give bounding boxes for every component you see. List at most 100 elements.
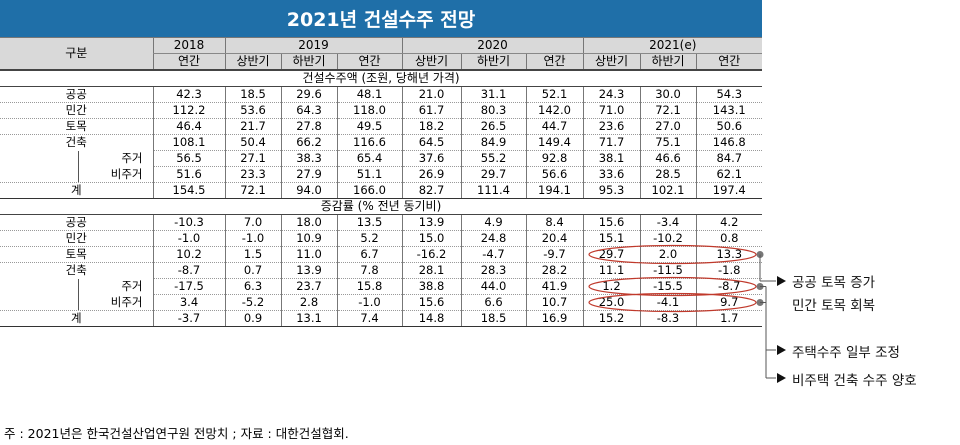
- table-cell: 80.3: [460, 102, 526, 119]
- table-cell: 28.3: [460, 262, 526, 279]
- row-label: 주거: [0, 278, 153, 295]
- table-cell: 0.7: [224, 262, 281, 279]
- table-cell: 21.7: [224, 118, 281, 135]
- table-cell: 25.0: [582, 294, 640, 311]
- row-label: 공공: [0, 86, 153, 103]
- table-cell: 11.0: [280, 246, 337, 263]
- table-cell: 27.1: [224, 150, 281, 167]
- section-label: 건설수주액 (조원, 당해년 가격): [0, 69, 763, 87]
- table-cell: 52.1: [525, 86, 583, 103]
- table-cell: 62.1: [695, 166, 763, 183]
- table-row: 건축 108.1 50.4 66.2 116.6 64.5 84.9 149.4 71.7 75.…: [0, 134, 763, 151]
- header-period: 하반기: [460, 53, 526, 71]
- row-label: 비주거: [0, 166, 153, 183]
- header-period: 하반기: [280, 53, 337, 71]
- table-cell: 71.7: [582, 134, 640, 151]
- table-cell: 7.4: [336, 310, 402, 327]
- table-cell: 3.4: [152, 294, 225, 311]
- table-cell: 0.9: [224, 310, 281, 327]
- table-cell: 56.6: [525, 166, 583, 183]
- table-cell: 1.5: [224, 246, 281, 263]
- table-cell: 5.2: [336, 230, 402, 247]
- table-cell: 108.1: [152, 134, 225, 151]
- table-cell: 111.4: [460, 182, 526, 199]
- table-row: 주거 56.5 27.1 38.3 65.4 37.6 55.2 92.8 38.1 46.6 84…: [0, 150, 763, 167]
- table-cell: 94.0: [280, 182, 337, 199]
- note-nonhousing: 비주택 건축 수주 양호: [792, 373, 917, 389]
- table-cell: -17.5: [152, 278, 225, 295]
- table-row: 계 -3.7 0.9 13.1 7.4 14.8 18.5 16.9 15.2 -8.3 1.7: [0, 310, 763, 327]
- table-cell: 1.7: [695, 310, 763, 327]
- table-row: 토목 10.2 1.5 11.0 6.7 -16.2 -4.7 -9.7 29.7 2.0 13.3: [0, 246, 763, 263]
- table-cell: 64.5: [401, 134, 461, 151]
- table-cell: 149.4: [525, 134, 583, 151]
- table-cell: 18.0: [280, 214, 337, 231]
- table-cell: 4.9: [460, 214, 526, 231]
- table-cell: 51.6: [152, 166, 225, 183]
- table-cell: -1.0: [336, 294, 402, 311]
- table-cell: 2.0: [639, 246, 696, 263]
- table-cell: 16.9: [525, 310, 583, 327]
- table-cell: 72.1: [224, 182, 281, 199]
- table-cell: 65.4: [336, 150, 402, 167]
- table-cell: 50.4: [224, 134, 281, 151]
- table-cell: 55.2: [460, 150, 526, 167]
- header-period: 연간: [152, 53, 225, 71]
- table-cell: -8.7: [695, 278, 763, 295]
- row-label: 건축: [65, 263, 87, 278]
- table-cell: 51.1: [336, 166, 402, 183]
- table-cell: 6.6: [460, 294, 526, 311]
- row-label: 민간: [0, 230, 153, 247]
- table-cell: 53.6: [224, 102, 281, 119]
- table-cell: -9.7: [525, 246, 583, 263]
- table-cell: 6.3: [224, 278, 281, 295]
- table-cell: 118.0: [336, 102, 402, 119]
- row-label: 계: [0, 182, 153, 199]
- table-row: 민간 112.2 53.6 64.3 118.0 61.7 80.3 142.0 71.0 72.…: [0, 102, 763, 119]
- table-cell: -15.5: [639, 278, 696, 295]
- table-cell: 14.8: [401, 310, 461, 327]
- table-cell: 56.5: [152, 150, 225, 167]
- table-cell: 50.6: [695, 118, 763, 135]
- row-label: 토목: [0, 118, 153, 135]
- table-cell: 92.8: [525, 150, 583, 167]
- table-row: 주거 -17.5 6.3 23.7 15.8 38.8 44.0 41.9 1.2 -15.5 -8…: [0, 278, 763, 295]
- table-cell: 15.2: [582, 310, 640, 327]
- table-cell: -4.7: [460, 246, 526, 263]
- table-cell: 21.0: [401, 86, 461, 103]
- table-cell: 146.8: [695, 134, 763, 151]
- table-cell: 15.8: [336, 278, 402, 295]
- header-period: 상반기: [401, 53, 461, 71]
- table-cell: 84.9: [460, 134, 526, 151]
- table-cell: 11.1: [582, 262, 640, 279]
- table-cell: 49.5: [336, 118, 402, 135]
- table-cell: 15.6: [401, 294, 461, 311]
- table-cell: 42.3: [152, 86, 225, 103]
- note-civil-line2: 민간 토목 회복: [792, 298, 876, 314]
- table-cell: 29.6: [280, 86, 337, 103]
- header-row-periods: 연간 상반기 하반기 연간 상반기 하반기 연간 상반기 하반기 연간: [0, 53, 763, 71]
- table-cell: 13.9: [401, 214, 461, 231]
- table-cell: 66.2: [280, 134, 337, 151]
- table-cell: 44.0: [460, 278, 526, 295]
- table-cell: -3.4: [639, 214, 696, 231]
- row-label: 민간: [0, 102, 153, 119]
- table-cell: 26.9: [401, 166, 461, 183]
- table-cell: 6.7: [336, 246, 402, 263]
- table-cell: 2.8: [280, 294, 337, 311]
- table-cell: 38.3: [280, 150, 337, 167]
- note-civil-line1: 공공 토목 증가: [792, 275, 876, 291]
- table-cell: 82.7: [401, 182, 461, 199]
- header-period: 상반기: [224, 53, 281, 71]
- header-year: 2021(e): [582, 37, 763, 54]
- table-cell: 28.5: [639, 166, 696, 183]
- table-row: 비주거 3.4 -5.2 2.8 -1.0 15.6 6.6 10.7 25.0 -4.1 9.7: [0, 294, 763, 311]
- table-cell: 13.9: [280, 262, 337, 279]
- table-cell: -1.0: [152, 230, 225, 247]
- table-cell: 143.1: [695, 102, 763, 119]
- table-cell: 29.7: [460, 166, 526, 183]
- header-year: 2020: [401, 37, 583, 54]
- table-cell: 154.5: [152, 182, 225, 199]
- table-cell: -5.2: [224, 294, 281, 311]
- table-cell: 18.5: [224, 86, 281, 103]
